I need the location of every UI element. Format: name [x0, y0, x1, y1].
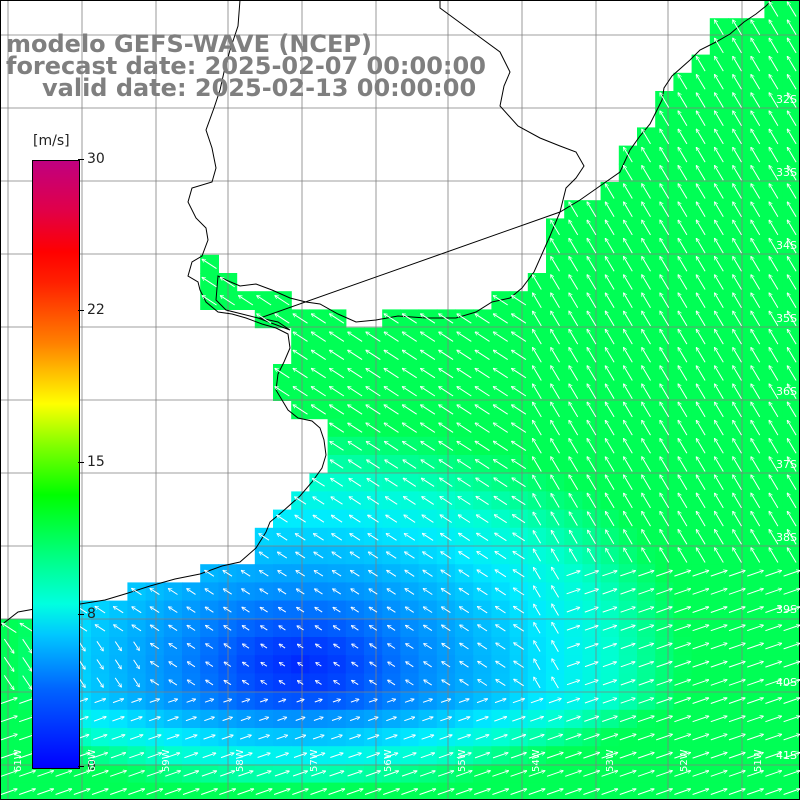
lat-label-36s: 36S — [776, 385, 797, 398]
lon-label-61w: 61W — [13, 749, 24, 772]
lat-label-32s: 32S — [776, 93, 797, 106]
colorbar-tick-22: 22 — [78, 302, 105, 318]
lat-label-33s: 33S — [776, 166, 797, 179]
colorbar-tick-8: 8 — [78, 606, 96, 622]
lat-label-35s: 35S — [776, 312, 797, 325]
lat-label-34s: 34S — [776, 239, 797, 252]
wind-speed-cell — [782, 782, 800, 800]
lon-label-60w: 60W — [87, 749, 98, 772]
lon-label-58w: 58W — [235, 749, 246, 772]
lon-label-54w: 54W — [531, 749, 542, 772]
lon-label-56w: 56W — [383, 749, 394, 772]
lat-label-41s: 41S — [776, 749, 797, 762]
colorbar — [32, 160, 80, 769]
lat-label-37s: 37S — [776, 458, 797, 471]
lat-label-39s: 39S — [776, 603, 797, 616]
lon-label-52w: 52W — [679, 749, 690, 772]
lon-label-55w: 55W — [457, 749, 468, 772]
valid-date: valid date: 2025-02-13 00:00:00 — [42, 74, 477, 102]
lat-label-40s: 40S — [776, 676, 797, 689]
lon-label-53w: 53W — [605, 749, 616, 772]
lat-label-38s: 38S — [776, 531, 797, 544]
colorbar-tick-15: 15 — [78, 454, 105, 470]
colorbar-unit-label: [m/s] — [33, 133, 70, 149]
lon-label-59w: 59W — [161, 749, 172, 772]
lon-label-51w: 51W — [753, 749, 764, 772]
colorbar-tick-30: 30 — [78, 151, 105, 167]
lon-label-57w: 57W — [309, 749, 320, 772]
